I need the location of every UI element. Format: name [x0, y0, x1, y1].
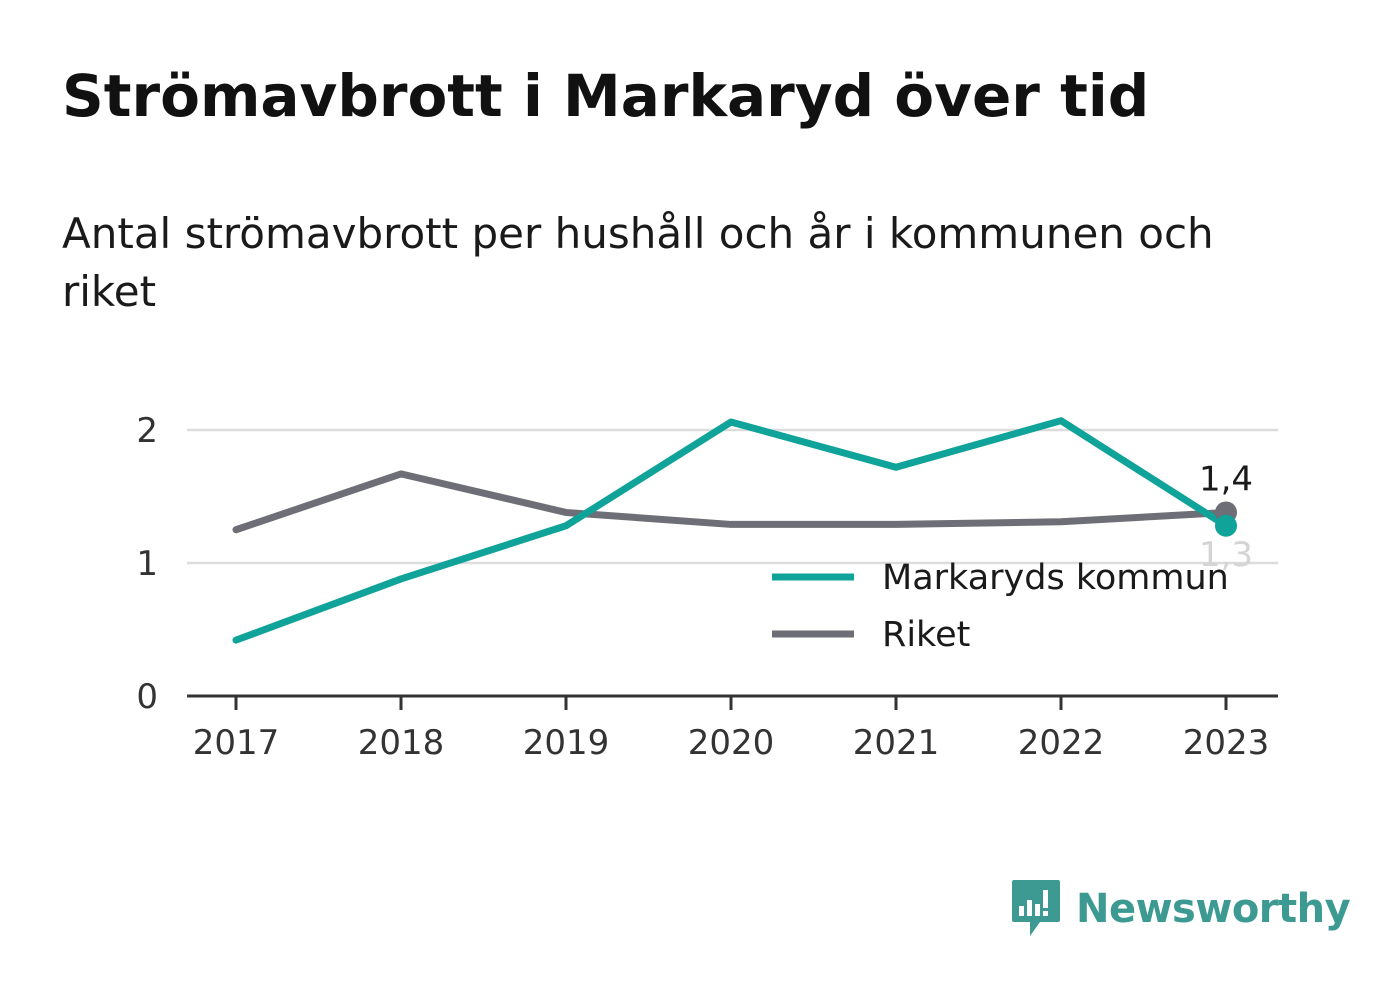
y-tick-label: 0	[136, 677, 158, 717]
legend-label-markaryds-kommun: Markaryds kommun	[882, 558, 1229, 598]
y-tick-label: 1	[136, 544, 158, 584]
x-axis: 2017 2018 2019 2020 2021 2022 2023	[187, 694, 1278, 763]
end-point-markaryds-kommun	[1215, 514, 1237, 537]
chart-subtitle: Antal strömavbrott per hushåll och år i …	[62, 209, 1214, 316]
x-tick-label: 2023	[1183, 723, 1270, 763]
series-lines	[232, 417, 1237, 644]
series-line-riket	[232, 470, 1230, 534]
x-tick-label: 2022	[1018, 723, 1105, 763]
y-axis: 0 1 2	[136, 411, 158, 717]
x-tick-label: 2021	[853, 723, 940, 763]
gridlines	[187, 428, 1278, 565]
legend: Markaryds kommun Riket	[772, 558, 1229, 655]
brand-name: Newsworthy	[1076, 886, 1351, 932]
chart-title: Strömavbrott i Markaryd över tid	[62, 62, 1150, 130]
x-tick-label: 2018	[358, 723, 445, 763]
end-label-riket: 1,4	[1199, 459, 1253, 499]
series-line-markaryds-kommun	[232, 417, 1230, 644]
x-tick-label: 2020	[688, 723, 775, 763]
newsworthy-logo-icon	[1012, 880, 1060, 936]
end-labels: 1,4 1,3	[1199, 459, 1253, 574]
y-tick-label: 2	[136, 411, 158, 451]
x-tick-label: 2019	[523, 723, 610, 763]
end-label-markaryd: 1,3	[1199, 535, 1253, 575]
brand-logo: Newsworthy	[1010, 878, 1351, 940]
legend-label-riket: Riket	[882, 615, 970, 655]
x-tick-label: 2017	[193, 723, 280, 763]
